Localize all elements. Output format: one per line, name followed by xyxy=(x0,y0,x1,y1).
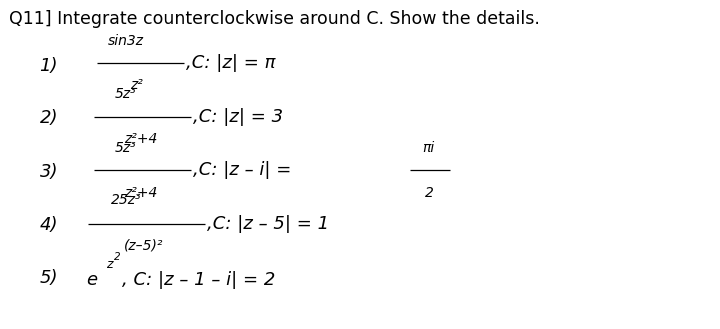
Text: z²: z² xyxy=(130,78,143,92)
Text: 2: 2 xyxy=(114,252,120,262)
Text: 4): 4) xyxy=(40,216,58,234)
Text: ,C: |z| = π: ,C: |z| = π xyxy=(186,54,275,72)
Text: 2): 2) xyxy=(40,110,58,127)
Text: Q11] Integrate counterclockwise around C. Show the details.: Q11] Integrate counterclockwise around C… xyxy=(9,10,539,28)
Text: 5z³: 5z³ xyxy=(115,140,137,155)
Text: z: z xyxy=(106,258,112,271)
Text: ,C: |z| = 3: ,C: |z| = 3 xyxy=(193,108,283,126)
Text: πi: πi xyxy=(422,140,435,155)
Text: , C: |z – 1 – i| = 2: , C: |z – 1 – i| = 2 xyxy=(122,271,276,289)
Text: ,C: |z – i| =: ,C: |z – i| = xyxy=(193,162,297,179)
Text: sin3z: sin3z xyxy=(108,34,144,48)
Text: z²+4: z²+4 xyxy=(124,186,157,200)
Text: (z–5)²: (z–5)² xyxy=(125,239,163,253)
Text: ,C: |z – 5| = 1: ,C: |z – 5| = 1 xyxy=(207,215,330,233)
Text: 5): 5) xyxy=(40,269,58,287)
Text: 3): 3) xyxy=(40,163,58,181)
Text: 1): 1) xyxy=(40,57,58,75)
Text: e: e xyxy=(86,271,97,289)
Text: z²+4: z²+4 xyxy=(124,132,157,146)
Text: 25z³: 25z³ xyxy=(111,193,141,207)
Text: 2: 2 xyxy=(426,186,434,200)
Text: 5z³: 5z³ xyxy=(115,87,137,101)
